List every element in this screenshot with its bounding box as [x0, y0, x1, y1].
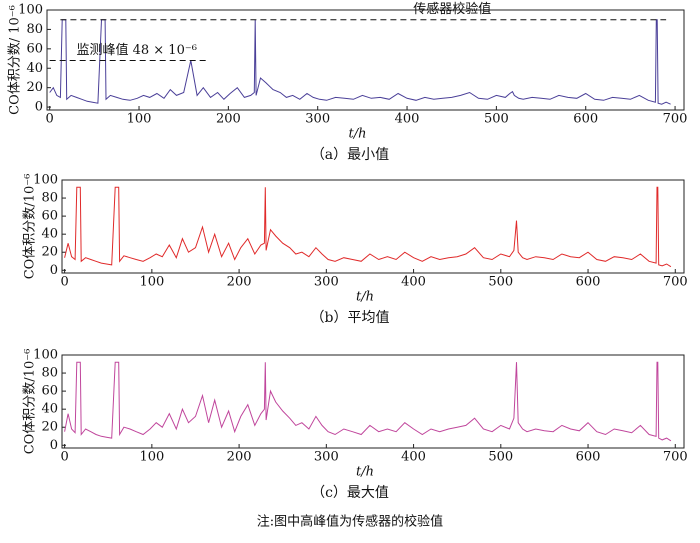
x-tick-label: 600	[576, 450, 601, 465]
x-tick-label: 600	[576, 275, 601, 290]
x-tick-label: 400	[401, 450, 426, 465]
data-line	[64, 186, 672, 268]
x-tick-label: 400	[395, 112, 420, 127]
caption: （b）平均值	[311, 310, 390, 326]
caption: （c）最大值	[311, 485, 389, 501]
x-tick-label: 700	[663, 450, 688, 465]
data-line	[49, 19, 671, 105]
reference-label: 监测峰值 48 × 10⁻⁶	[76, 42, 196, 58]
caption: （a）最小值	[311, 147, 389, 163]
x-tick-label: 700	[663, 112, 688, 127]
x-tick-label: 600	[573, 112, 598, 127]
plot-frame	[61, 179, 685, 274]
y-tick-label: 40	[41, 402, 58, 417]
x-axis-label: t/h	[356, 465, 374, 480]
y-tick-label: 0	[50, 263, 58, 278]
footnote: 注:图中高峰值为传感器的校验值	[257, 514, 443, 530]
y-tick-label: 100	[18, 3, 43, 18]
x-tick-label: 100	[139, 450, 164, 465]
x-tick-label: 300	[314, 450, 339, 465]
y-tick-label: 20	[41, 420, 58, 435]
y-tick-label: 0	[50, 438, 58, 453]
x-tick-label: 0	[60, 275, 68, 290]
x-tick-label: 700	[663, 275, 688, 290]
y-tick-label: 20	[41, 245, 58, 260]
y-tick-label: 60	[41, 209, 58, 224]
x-tick-label: 300	[314, 275, 339, 290]
y-tick-label: 80	[26, 22, 43, 37]
reference-label: 传感器校验值	[413, 1, 491, 17]
y-tick-label: 100	[33, 348, 58, 363]
y-tick-label: 40	[41, 227, 58, 242]
y-tick-label: 80	[41, 366, 58, 381]
x-axis-label: t/h	[356, 290, 374, 305]
y-axis-label: CO体积分数/10⁻⁶	[23, 349, 38, 455]
plot-frame	[46, 9, 685, 111]
y-tick-label: 100	[33, 173, 58, 188]
x-tick-label: 200	[216, 112, 241, 127]
x-tick-label: 100	[139, 275, 164, 290]
data-line	[64, 361, 672, 442]
y-tick-label: 60	[41, 384, 58, 399]
x-tick-label: 200	[227, 275, 252, 290]
x-tick-label: 500	[488, 275, 513, 290]
x-tick-label: 100	[127, 112, 152, 127]
y-axis-label: CO体积分数/10⁻⁶	[23, 174, 38, 280]
x-axis-label: t/h	[349, 127, 367, 142]
x-tick-label: 200	[227, 450, 252, 465]
plot-frame	[61, 354, 685, 449]
x-tick-label: 0	[60, 450, 68, 465]
x-tick-label: 400	[401, 275, 426, 290]
y-tick-label: 60	[26, 41, 43, 56]
y-tick-label: 40	[26, 61, 43, 76]
y-tick-label: 20	[26, 80, 43, 95]
y-tick-label: 80	[41, 191, 58, 206]
x-tick-label: 500	[484, 112, 509, 127]
x-tick-label: 300	[305, 112, 330, 127]
x-tick-label: 500	[488, 450, 513, 465]
y-tick-label: 0	[35, 100, 43, 115]
y-axis-label: CO体积分数/ 10⁻⁶	[8, 5, 23, 115]
x-tick-label: 0	[46, 112, 54, 127]
